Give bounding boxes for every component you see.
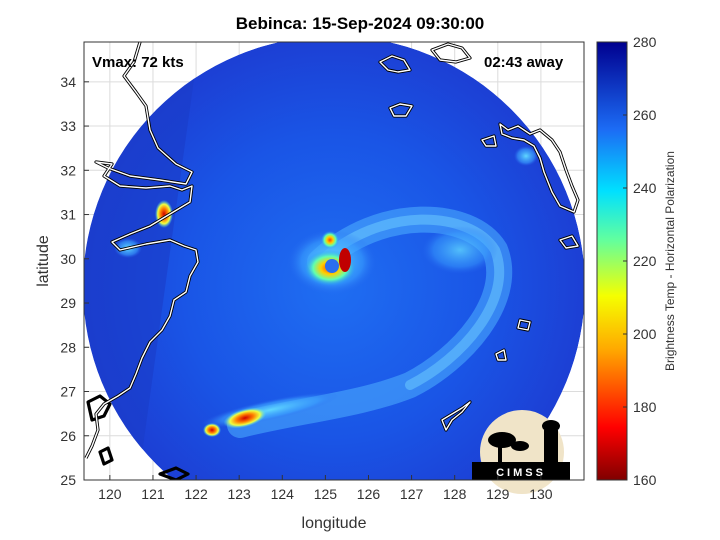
- logo-text: CIMSS: [496, 467, 546, 479]
- x-tick-label: 127: [400, 486, 424, 502]
- y-tick-label: 31: [60, 207, 76, 223]
- y-tick-label: 25: [60, 472, 76, 488]
- colorbar-ticks: 160 180 200 220 240 260 280: [623, 34, 657, 488]
- cimss-logo: CIMSS: [472, 410, 570, 494]
- x-tick-label: 126: [357, 486, 381, 502]
- coastlines: [84, 42, 580, 480]
- time-offset-annotation: 02:43 away: [484, 54, 564, 71]
- y-tick-label: 29: [60, 295, 76, 311]
- axes-frame: [83, 41, 585, 481]
- y-tick-label: 34: [60, 74, 76, 90]
- x-tick-label: 129: [486, 486, 510, 502]
- x-axis-label: longitude: [302, 515, 367, 532]
- x-tick-label: 122: [184, 486, 208, 502]
- y-tick-label: 27: [60, 384, 76, 400]
- y-tick-label: 30: [60, 251, 76, 267]
- x-tick-label: 120: [98, 486, 122, 502]
- y-axis-label: latitude: [35, 235, 52, 287]
- x-axis-ticks: 120 121 122 123 124 125 126 127 128 129 130: [98, 475, 553, 502]
- colorbar-tick-label: 260: [633, 107, 657, 123]
- y-tick-label: 32: [60, 162, 76, 178]
- colorbar-tick-label: 160: [633, 472, 657, 488]
- colorbar: 160 180 200 220 240 260 280 Brightness Temp - …: [596, 34, 677, 488]
- map-title: Bebinca: 15-Sep-2024 09:30:00: [235, 14, 485, 33]
- y-tick-label: 28: [60, 339, 76, 355]
- colorbar-tick-label: 220: [633, 253, 657, 269]
- x-tick-label: 130: [529, 486, 553, 502]
- colorbar-tick-label: 280: [633, 34, 657, 50]
- colorbar-label: Brightness Temp - Horizontal Polarizatio…: [663, 151, 677, 371]
- y-tick-label: 26: [60, 428, 76, 444]
- x-tick-label: 123: [227, 486, 251, 502]
- x-tick-label: 121: [141, 486, 165, 502]
- y-axis-ticks: 25 26 27 28 29 30 31 32 33 34: [60, 74, 89, 488]
- colorbar-tick-label: 180: [633, 399, 657, 415]
- colorbar-tick-label: 240: [633, 180, 657, 196]
- y-tick-label: 33: [60, 118, 76, 134]
- x-tick-label: 128: [443, 486, 467, 502]
- vmax-annotation: Vmax: 72 kts: [92, 54, 184, 71]
- colorbar-tick-label: 200: [633, 326, 657, 342]
- x-tick-label: 124: [271, 486, 295, 502]
- colorbar-scale: [596, 41, 628, 481]
- x-tick-label: 125: [314, 486, 338, 502]
